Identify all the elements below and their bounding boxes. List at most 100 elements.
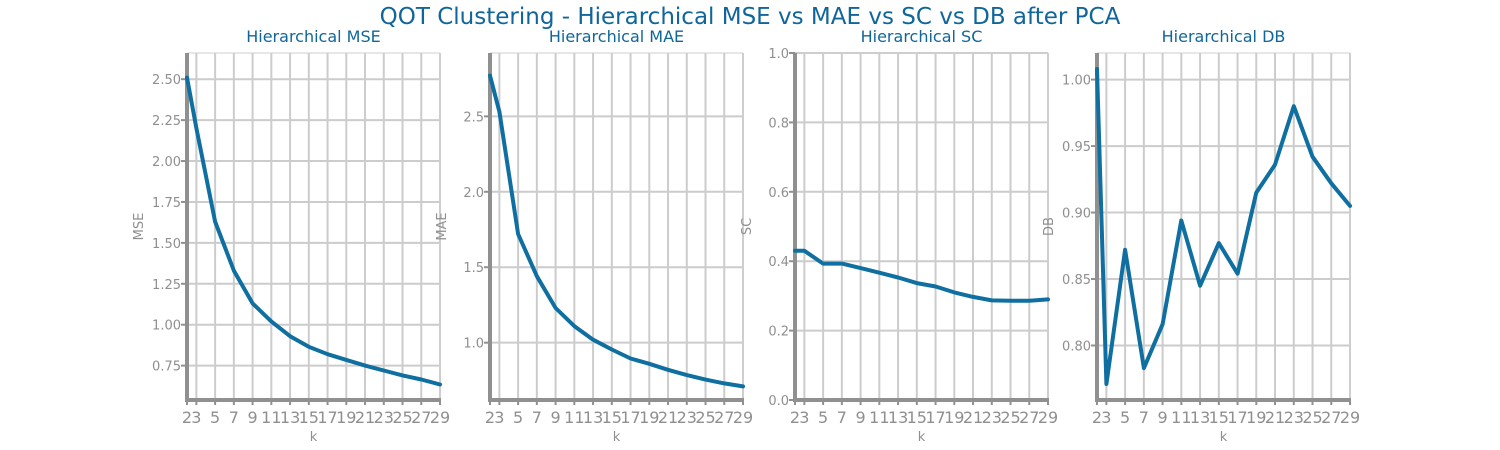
- sc-xtick-label: 2: [790, 408, 800, 427]
- mse-ytick-label: 2.25: [152, 114, 181, 129]
- db-ytick-label: 0.90: [1062, 207, 1091, 222]
- mse-xtick-label: 11: [261, 408, 281, 427]
- sc-xtick-label: 5: [818, 408, 828, 427]
- db-xtick-label: 9: [1157, 408, 1167, 427]
- mse-xtick-label: 25: [392, 408, 412, 427]
- mae-xtick-label: 3: [494, 408, 504, 427]
- mse-xtick-label: 3: [191, 408, 201, 427]
- mae-xtick-label: 5: [513, 408, 523, 427]
- mse-xtick-label: 19: [336, 408, 356, 427]
- sc-ytick-label: 0.8: [768, 116, 789, 131]
- db-ytick-label: 0.85: [1062, 273, 1091, 288]
- panel-mae: 1.01.52.02.52 3 5 7 9 11131517192123252729kMA…: [435, 27, 753, 445]
- mse-ytick-label: 2.50: [152, 73, 181, 88]
- sc-xaxis-label: k: [918, 430, 926, 445]
- sc-xtick-label: 21: [963, 408, 983, 427]
- db-xtick-label: 11: [1171, 408, 1191, 427]
- db-xtick-label: 27: [1321, 408, 1341, 427]
- mse-xtick-label: 27: [411, 408, 431, 427]
- sc-xtick-label: 23: [982, 408, 1002, 427]
- db-yaxis-label: DB: [1042, 217, 1057, 236]
- mae-xtick-label: 15: [602, 408, 622, 427]
- db-xtick-label: 25: [1302, 408, 1322, 427]
- sc-yaxis-label: SC: [740, 218, 755, 235]
- mae-xtick-label: 29: [733, 408, 753, 427]
- mae-subplot-title: Hierarchical MAE: [549, 27, 684, 46]
- mae-xtick-label: 27: [714, 408, 734, 427]
- sc-xtick-label: 25: [1000, 408, 1020, 427]
- panel-db: 0.800.850.900.951.002 3 5 7 9 111315171921232…: [1042, 27, 1360, 445]
- panel-sc: 0.00.20.40.60.81.02 3 5 7 9 11131517192123252…: [740, 27, 1058, 445]
- mse-ytick-label: 0.75: [152, 360, 181, 375]
- db-xtick-label: 3: [1101, 408, 1111, 427]
- mse-xtick-label: 7: [229, 408, 239, 427]
- mse-ytick-label: 1.00: [152, 319, 181, 334]
- mae-ytick-label: 2.0: [463, 186, 484, 201]
- mse-xtick-label: 23: [374, 408, 394, 427]
- sc-xtick-label: 7: [837, 408, 847, 427]
- db-xtick-label: 13: [1190, 408, 1210, 427]
- mae-xaxis-label: k: [613, 430, 621, 445]
- mse-ytick-label: 1.25: [152, 278, 181, 293]
- mse-yaxis-label: MSE: [132, 213, 147, 241]
- db-xtick-label: 23: [1284, 408, 1304, 427]
- db-xtick-label: 15: [1209, 408, 1229, 427]
- mae-xtick-label: 11: [564, 408, 584, 427]
- sc-ytick-label: 1.0: [768, 47, 789, 62]
- mse-xtick-label: 21: [355, 408, 375, 427]
- mse-xtick-label: 29: [430, 408, 450, 427]
- db-ytick-label: 0.95: [1062, 140, 1091, 155]
- sc-series-line: [793, 248, 1050, 303]
- panel-mse: 0.751.001.251.501.752.002.252.502 3 5 7 9 111…: [132, 27, 450, 445]
- sc-xtick-label: 27: [1019, 408, 1039, 427]
- mae-xtick-label: 21: [658, 408, 678, 427]
- mae-xtick-label: 7: [532, 408, 542, 427]
- mse-xaxis-label: k: [310, 430, 318, 445]
- figure-title: QOT Clustering - Hierarchical MSE vs MAE…: [379, 4, 1121, 30]
- mae-xtick-label: 19: [639, 408, 659, 427]
- sc-xtick-label: 29: [1038, 408, 1058, 427]
- sc-ytick-label: 0.4: [768, 255, 789, 270]
- db-xtick-label: 2: [1092, 408, 1102, 427]
- mse-xtick-label: 13: [280, 408, 300, 427]
- db-xtick-label: 7: [1139, 408, 1149, 427]
- mae-ytick-label: 2.5: [463, 110, 484, 125]
- mae-xtick-label: 25: [695, 408, 715, 427]
- sc-xtick-label: 3: [799, 408, 809, 427]
- db-subplot-title: Hierarchical DB: [1162, 27, 1286, 46]
- mae-xtick-label: 13: [583, 408, 603, 427]
- sc-xtick-label: 15: [907, 408, 927, 427]
- mse-series-line: [185, 75, 442, 387]
- sc-xtick-label: 19: [944, 408, 964, 427]
- mse-xtick-label: 2: [182, 408, 192, 427]
- mse-xtick-label: 9: [247, 408, 257, 427]
- mse-subplot-title: Hierarchical MSE: [246, 27, 381, 46]
- sc-ytick-label: 0.2: [768, 325, 789, 340]
- mse-ytick-label: 1.50: [152, 237, 181, 252]
- mae-xtick-label: 2: [485, 408, 495, 427]
- mse-xtick-label: 15: [299, 408, 319, 427]
- mse-ytick-label: 1.75: [152, 196, 181, 211]
- db-ytick-label: 1.00: [1062, 74, 1091, 89]
- sc-ytick-label: 0.0: [768, 394, 789, 409]
- sc-xtick-label: 9: [855, 408, 865, 427]
- db-xtick-label: 17: [1227, 408, 1247, 427]
- mae-series-line: [488, 73, 745, 389]
- sc-ytick-label: 0.6: [768, 186, 789, 201]
- sc-subplot-title: Hierarchical SC: [861, 27, 983, 46]
- mse-xtick-label: 17: [317, 408, 337, 427]
- mae-yaxis-label: MAE: [435, 212, 450, 240]
- db-xtick-label: 5: [1120, 408, 1130, 427]
- db-xtick-label: 29: [1340, 408, 1360, 427]
- db-xaxis-label: k: [1220, 430, 1228, 445]
- db-ytick-label: 0.80: [1062, 339, 1091, 354]
- mae-xtick-label: 9: [550, 408, 560, 427]
- mae-ytick-label: 1.0: [463, 337, 484, 352]
- mae-xtick-label: 17: [620, 408, 640, 427]
- mae-xtick-label: 23: [677, 408, 697, 427]
- sc-xtick-label: 17: [925, 408, 945, 427]
- sc-xtick-label: 11: [869, 408, 889, 427]
- sc-xtick-label: 13: [888, 408, 908, 427]
- db-series-line: [1095, 67, 1352, 386]
